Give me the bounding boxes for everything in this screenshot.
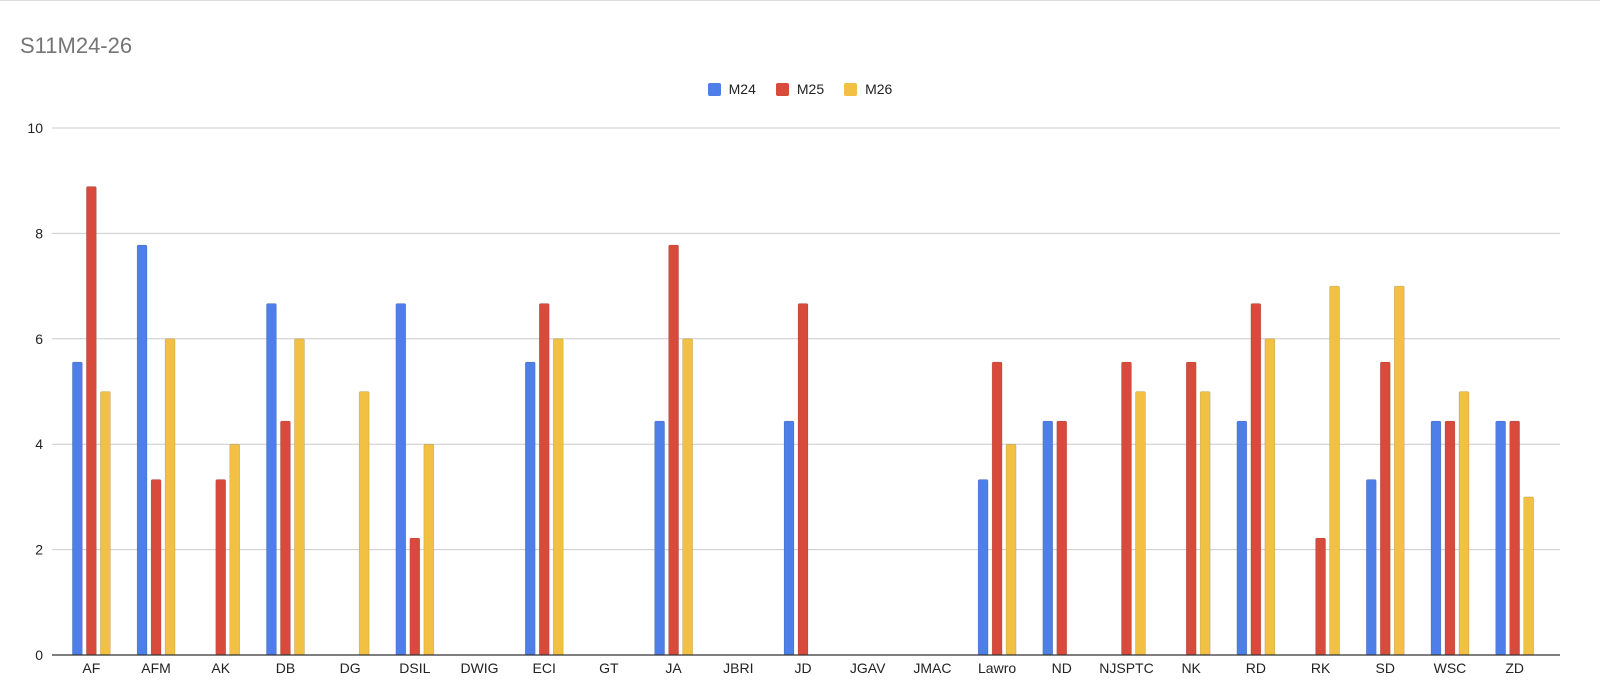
bar xyxy=(1365,479,1377,656)
x-tick-label: RD xyxy=(1246,660,1266,676)
bar xyxy=(164,338,176,656)
legend-swatch-m25 xyxy=(775,82,789,96)
bar xyxy=(423,443,435,656)
x-tick-label: DWIG xyxy=(460,660,498,676)
legend-swatch-m24 xyxy=(707,82,721,96)
x-tick-label: DSIL xyxy=(399,660,430,676)
legend-swatch-m26 xyxy=(844,82,858,96)
x-tick-label: ND xyxy=(1052,660,1072,676)
x-tick-label: JGAV xyxy=(850,660,886,676)
bar xyxy=(266,303,277,656)
x-tick-label: DB xyxy=(276,660,295,676)
y-tick-label: 6 xyxy=(35,331,43,347)
bar xyxy=(1199,391,1211,656)
legend-label-m24: M24 xyxy=(728,81,756,97)
bar xyxy=(1393,285,1405,656)
bar xyxy=(294,338,305,656)
x-tick-label: JA xyxy=(665,660,682,676)
bar xyxy=(1315,537,1326,656)
bar xyxy=(1444,420,1456,656)
x-tick-label: JBRI xyxy=(723,660,753,676)
bar xyxy=(395,303,407,656)
x-tick-label: NJSPTC xyxy=(1099,660,1153,676)
bar xyxy=(654,420,665,656)
bar xyxy=(668,244,679,656)
x-tick-label: ZD xyxy=(1505,660,1524,676)
bar xyxy=(358,391,370,656)
x-tick-label: AFM xyxy=(141,660,171,676)
bar xyxy=(136,244,148,656)
y-tick-label: 2 xyxy=(35,542,43,558)
y-tick-label: 4 xyxy=(35,436,43,452)
bar xyxy=(1042,420,1054,656)
bar xyxy=(72,361,83,656)
bar xyxy=(280,420,291,656)
bar xyxy=(100,391,111,656)
bar xyxy=(552,338,564,656)
x-tick-label: RK xyxy=(1311,660,1331,676)
x-tick-label: SD xyxy=(1376,660,1395,676)
bar xyxy=(1495,420,1506,656)
y-tick-label: 8 xyxy=(35,225,43,241)
bar xyxy=(1523,496,1534,656)
bar xyxy=(991,361,1003,656)
bar xyxy=(1329,285,1340,656)
legend-item-m26: M26 xyxy=(844,81,892,97)
bar xyxy=(1121,361,1132,656)
bar xyxy=(1458,391,1470,656)
bar xyxy=(1056,420,1068,656)
x-tick-label: DG xyxy=(340,660,361,676)
bar xyxy=(1509,420,1520,656)
bar xyxy=(1185,361,1197,656)
bar xyxy=(1264,338,1276,656)
bar xyxy=(86,186,97,656)
bar xyxy=(783,420,795,656)
bar xyxy=(682,338,693,656)
x-tick-label: JMAC xyxy=(913,660,951,676)
bar xyxy=(1250,303,1262,656)
legend-label-m25: M25 xyxy=(796,81,825,97)
bar xyxy=(409,537,421,656)
bar xyxy=(150,479,162,656)
y-tick-label: 10 xyxy=(27,120,43,136)
x-tick-label: NK xyxy=(1181,660,1201,676)
bar xyxy=(1005,443,1017,656)
x-tick-label: JD xyxy=(794,660,811,676)
x-tick-label: AF xyxy=(82,660,100,676)
legend-item-m24: M24 xyxy=(707,81,756,97)
bar xyxy=(538,303,550,656)
bar xyxy=(229,443,241,656)
x-tick-label: GT xyxy=(599,660,619,676)
legend-label-m26: M26 xyxy=(865,81,893,97)
bar xyxy=(977,479,989,656)
x-tick-label: ECI xyxy=(533,660,556,676)
bar xyxy=(215,479,227,656)
bar xyxy=(1430,420,1442,656)
x-tick-label: AK xyxy=(211,660,230,676)
x-tick-label: Lawro xyxy=(978,660,1016,676)
bar xyxy=(1135,391,1146,656)
legend-item-m25: M25 xyxy=(775,81,825,97)
chart-title: S11M24-26 xyxy=(20,33,133,58)
y-tick-label: 0 xyxy=(35,647,43,663)
bar xyxy=(1379,361,1391,656)
bar xyxy=(1236,420,1248,656)
bar xyxy=(797,303,809,656)
legend: M24 M25 M26 xyxy=(0,81,1600,97)
bar xyxy=(524,361,536,656)
x-tick-label: WSC xyxy=(1434,660,1467,676)
